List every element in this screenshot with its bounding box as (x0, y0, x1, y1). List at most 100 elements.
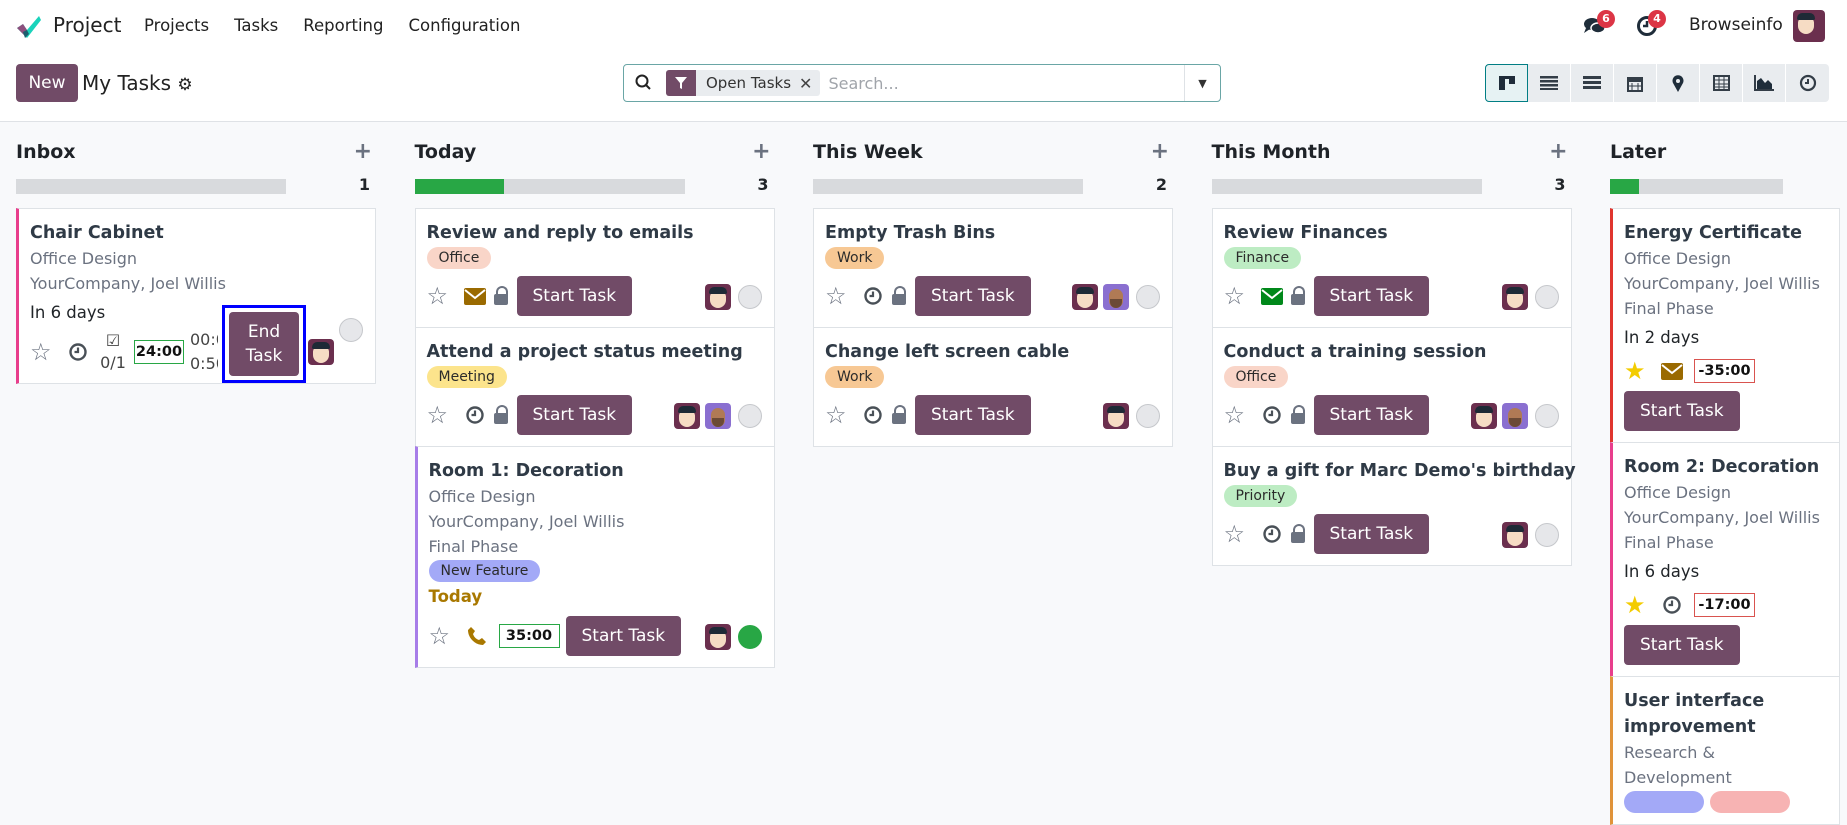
assignee-avatar[interactable] (1470, 403, 1497, 429)
assignee-avatar[interactable] (704, 403, 731, 429)
task-card[interactable]: Review and reply to emails Office ☆ Start T… (414, 208, 775, 328)
status-indicator[interactable] (737, 404, 762, 428)
clock-icon[interactable] (1654, 595, 1690, 615)
start-task-button[interactable]: Start Task (915, 395, 1031, 435)
status-indicator[interactable] (1534, 285, 1559, 309)
assignee-avatar[interactable] (1501, 522, 1528, 548)
task-card[interactable]: Empty Trash Bins Work ☆ Start Task (813, 208, 1173, 328)
remove-facet-icon[interactable]: ✕ (799, 73, 813, 93)
star-icon[interactable]: ☆ (30, 338, 52, 366)
envelope-icon[interactable] (457, 287, 493, 305)
new-button[interactable]: New (16, 64, 78, 102)
menu-reporting[interactable]: Reporting (303, 16, 384, 35)
column-progress-bar[interactable] (16, 179, 286, 194)
task-title[interactable]: Energy Certificate (1624, 223, 1803, 243)
task-card[interactable]: Review Finances Finance ☆ Start Task (1211, 208, 1572, 328)
task-title[interactable]: Room 1: Decoration (428, 461, 624, 481)
column-progress-bar[interactable] (1610, 179, 1783, 194)
clock-icon[interactable] (60, 342, 96, 362)
assignee-avatar[interactable] (1103, 403, 1129, 429)
star-icon[interactable]: ☆ (1223, 282, 1246, 310)
task-card[interactable]: Attend a project status meeting Meeting ☆ S… (414, 327, 775, 447)
user-name[interactable]: Browseinfo (1689, 15, 1783, 35)
assignee-avatar[interactable] (1501, 403, 1528, 429)
phone-icon[interactable] (459, 626, 495, 646)
clock-icon[interactable] (457, 405, 493, 425)
start-task-button[interactable]: Start Task (1313, 514, 1430, 554)
start-task-button[interactable]: Start Task (1313, 395, 1430, 435)
task-card[interactable]: Buy a gift for Marc Demo's birthday Prior… (1211, 446, 1576, 566)
star-icon[interactable]: ☆ (825, 282, 847, 310)
start-task-button[interactable]: Start Task (516, 276, 633, 316)
calendar-view-button[interactable] (1614, 64, 1657, 102)
star-icon[interactable]: ☆ (428, 622, 451, 650)
task-card[interactable]: Energy Certificate Office Design YourCompa… (1610, 208, 1840, 443)
star-icon[interactable]: ☆ (1223, 401, 1246, 429)
task-card[interactable]: Change left screen cable Work ☆ Start Task (813, 327, 1173, 447)
column-title[interactable]: This Week (813, 141, 923, 163)
list-view-button[interactable] (1528, 64, 1571, 102)
pivot-view-button[interactable] (1700, 64, 1743, 102)
menu-tasks[interactable]: Tasks (234, 16, 279, 35)
start-task-button[interactable]: Start Task (1313, 276, 1430, 316)
end-task-button[interactable]: End Task (229, 312, 299, 376)
task-card[interactable]: User interface improvement Research & Dev… (1610, 676, 1840, 825)
star-icon[interactable]: ☆ (1223, 520, 1246, 548)
user-avatar[interactable] (1793, 10, 1825, 42)
activities-button[interactable]: 4 (1636, 10, 1666, 40)
project-logo-icon[interactable] (15, 14, 41, 40)
star-icon[interactable]: ☆ (426, 401, 449, 429)
menu-configuration[interactable]: Configuration (408, 16, 521, 35)
graph-view-button[interactable] (1743, 64, 1786, 102)
map-view-button[interactable] (1657, 64, 1700, 102)
assignee-avatar[interactable] (1103, 284, 1129, 310)
kanban-view-button[interactable] (1485, 64, 1528, 102)
status-indicator[interactable] (737, 625, 762, 649)
task-title[interactable]: Attend a project status meeting (426, 342, 743, 362)
assignee-avatar[interactable] (673, 403, 700, 429)
status-indicator[interactable] (737, 285, 762, 309)
messages-button[interactable]: 6 (1583, 10, 1615, 40)
column-title[interactable]: Inbox (16, 141, 76, 163)
gantt-view-button[interactable] (1571, 64, 1614, 102)
add-task-icon[interactable]: + (752, 139, 771, 164)
status-indicator[interactable] (1534, 523, 1559, 547)
star-icon[interactable]: ☆ (825, 401, 847, 429)
column-progress-bar[interactable] (1211, 179, 1482, 194)
column-title[interactable]: Later (1610, 141, 1667, 163)
add-task-icon[interactable]: + (1549, 139, 1568, 164)
task-card[interactable]: Room 1: Decoration Office Design YourCompa… (414, 446, 775, 668)
search-input[interactable] (828, 73, 1189, 93)
task-title[interactable]: User interface improvement (1624, 691, 1765, 737)
column-progress-bar[interactable] (813, 179, 1083, 194)
assignee-avatar[interactable] (1501, 284, 1528, 310)
task-title[interactable]: Change left screen cable (825, 342, 1070, 362)
assignee-avatar[interactable] (704, 284, 731, 310)
status-indicator[interactable] (339, 318, 363, 342)
add-task-icon[interactable]: + (1150, 139, 1169, 164)
status-indicator[interactable] (1136, 404, 1160, 428)
task-title[interactable]: Review Finances (1223, 223, 1388, 243)
column-title[interactable]: This Month (1211, 141, 1331, 163)
task-title[interactable]: Buy a gift for Marc Demo's birthday (1223, 461, 1576, 481)
gear-icon[interactable]: ⚙ (177, 75, 193, 95)
task-title[interactable]: Room 2: Decoration (1624, 457, 1820, 477)
add-task-icon[interactable]: + (353, 139, 372, 164)
task-title[interactable]: Empty Trash Bins (825, 223, 996, 243)
clock-icon[interactable] (855, 286, 891, 306)
assignee-avatar[interactable] (704, 624, 731, 650)
status-indicator[interactable] (1136, 285, 1160, 309)
column-title[interactable]: Today (414, 141, 477, 163)
assignee-avatar[interactable] (308, 339, 334, 365)
search-options-toggle[interactable]: ▼ (1184, 65, 1220, 101)
assignee-avatar[interactable] (1072, 284, 1098, 310)
status-indicator[interactable] (1534, 404, 1559, 428)
star-icon[interactable]: ★ (1624, 591, 1646, 619)
star-icon[interactable]: ★ (1624, 357, 1646, 385)
start-task-button[interactable]: Start Task (1624, 391, 1740, 431)
task-title[interactable]: Review and reply to emails (426, 223, 694, 243)
menu-projects[interactable]: Projects (144, 16, 210, 35)
envelope-icon[interactable] (1654, 362, 1690, 380)
star-icon[interactable]: ☆ (426, 282, 449, 310)
start-task-button[interactable]: Start Task (915, 276, 1031, 316)
